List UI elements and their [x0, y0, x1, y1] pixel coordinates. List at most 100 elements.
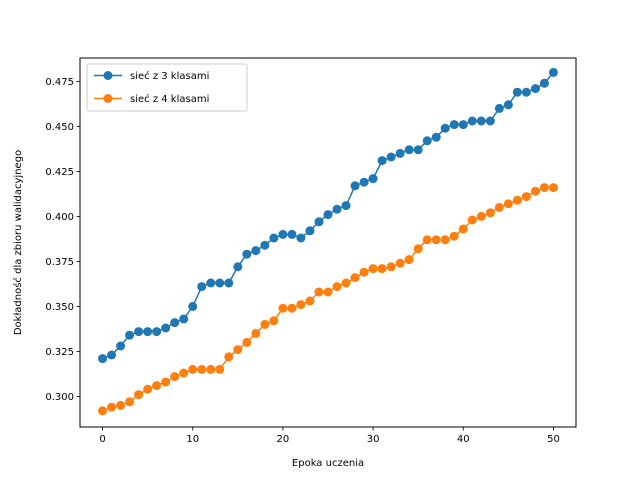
legend-marker-series-2	[103, 94, 113, 103]
series-2-point	[422, 235, 432, 245]
series-1-point	[341, 201, 351, 211]
legend-marker-series-1	[103, 71, 113, 80]
series-1-point	[377, 156, 387, 166]
series-1-point	[512, 87, 522, 97]
series-2-point	[116, 400, 126, 410]
series-1-point	[206, 278, 216, 288]
series-1-point	[323, 210, 333, 220]
series-2-point	[179, 368, 189, 378]
series-1-point	[413, 145, 423, 155]
series-1-point	[458, 120, 468, 130]
series-2-point	[539, 183, 549, 193]
series-2-point	[251, 328, 261, 338]
series-1-point	[215, 278, 225, 288]
series-1-point	[170, 318, 180, 328]
series-2-point	[485, 208, 495, 218]
series-1-point	[305, 226, 315, 236]
series-2-point	[530, 186, 540, 196]
x-axis-title: Epoka uczenia	[292, 458, 364, 469]
series-2-point	[386, 262, 396, 272]
series-1-point	[188, 301, 198, 311]
y-tick-label: 0.375	[45, 257, 74, 268]
series-1-point	[395, 148, 405, 158]
series-2-point	[548, 183, 558, 193]
series-2-point	[458, 224, 468, 234]
series-1-point	[350, 181, 360, 191]
series-2-point	[296, 300, 306, 310]
x-tick-label: 10	[186, 434, 199, 445]
series-2-point	[260, 319, 270, 329]
x-tick-label: 20	[277, 434, 290, 445]
series-2-point	[107, 402, 117, 412]
y-tick-label: 0.475	[45, 77, 74, 88]
series-2-point	[287, 303, 297, 313]
series-1-point	[548, 67, 558, 77]
series-2-point	[512, 195, 522, 205]
x-tick-label: 0	[99, 434, 105, 445]
series-1-point	[422, 136, 432, 146]
series-2-point	[377, 264, 387, 274]
y-axis-title: Dokładność dla zbioru walidacyjnego	[12, 150, 24, 335]
series-1-point	[368, 174, 378, 184]
series-1-point	[521, 87, 531, 97]
legend: sieć z 3 klasami sieć z 4 klasami	[86, 63, 248, 112]
series-1-point	[134, 327, 144, 337]
series-2-point	[323, 287, 333, 297]
series-2-point	[449, 231, 459, 241]
series-1-point	[251, 246, 261, 256]
series-2-point	[440, 235, 450, 245]
series-2-point	[404, 255, 414, 265]
series-2-point	[170, 372, 180, 382]
x-tick-label: 40	[457, 434, 470, 445]
series-1-point	[404, 145, 414, 155]
x-tick-label: 50	[547, 434, 560, 445]
series-1-point	[494, 103, 504, 113]
y-tick-label: 0.400	[45, 212, 74, 223]
series-1-point	[440, 123, 450, 133]
series-1-point	[260, 240, 270, 250]
series-1-point	[539, 78, 549, 88]
series-1-point	[449, 120, 459, 130]
series-1-point	[107, 350, 117, 360]
series-2-point	[332, 282, 342, 292]
series-1-point	[125, 330, 135, 340]
series-1-point	[161, 323, 171, 333]
series-2-point	[161, 377, 171, 387]
series-2-point	[215, 364, 225, 374]
series-2-point	[476, 211, 486, 221]
series-2-point	[395, 258, 405, 268]
series-2-point	[242, 337, 252, 347]
series-2-point	[413, 244, 423, 254]
series-1-point	[233, 262, 243, 272]
series-1-point	[431, 132, 441, 142]
x-axis: 0 10 20 30 40 50	[99, 427, 560, 445]
series-2-point	[269, 316, 279, 326]
y-tick-label: 0.350	[45, 302, 74, 313]
series-2-point	[98, 406, 108, 416]
y-tick-label: 0.425	[45, 167, 74, 178]
series-1-point	[98, 354, 108, 364]
series-1-point	[152, 327, 162, 337]
series-2-point	[233, 345, 243, 355]
series-1-point	[485, 116, 495, 126]
legend-label-series-2: sieć z 4 klasami	[130, 93, 209, 105]
series-2-point	[503, 199, 513, 209]
series-1-point	[224, 278, 234, 288]
y-tick-label: 0.325	[45, 347, 74, 358]
series-2-point	[521, 192, 531, 202]
series-1-point	[359, 177, 369, 187]
series-1-point	[332, 204, 342, 214]
series-2-point	[188, 364, 198, 374]
series-1-point	[116, 341, 126, 351]
series-2-point	[143, 384, 153, 394]
series-1-point	[386, 152, 396, 162]
y-axis: 0.300 0.325 0.350 0.375 0.400 0.425 0.450 0.475	[45, 77, 80, 403]
series-2-point	[467, 215, 477, 225]
series-2-point	[125, 397, 135, 407]
series-1-point	[476, 116, 486, 126]
series-2-point	[152, 381, 162, 391]
series-1-point	[278, 229, 288, 239]
series-2-point	[368, 264, 378, 274]
series-2-point	[350, 273, 360, 283]
